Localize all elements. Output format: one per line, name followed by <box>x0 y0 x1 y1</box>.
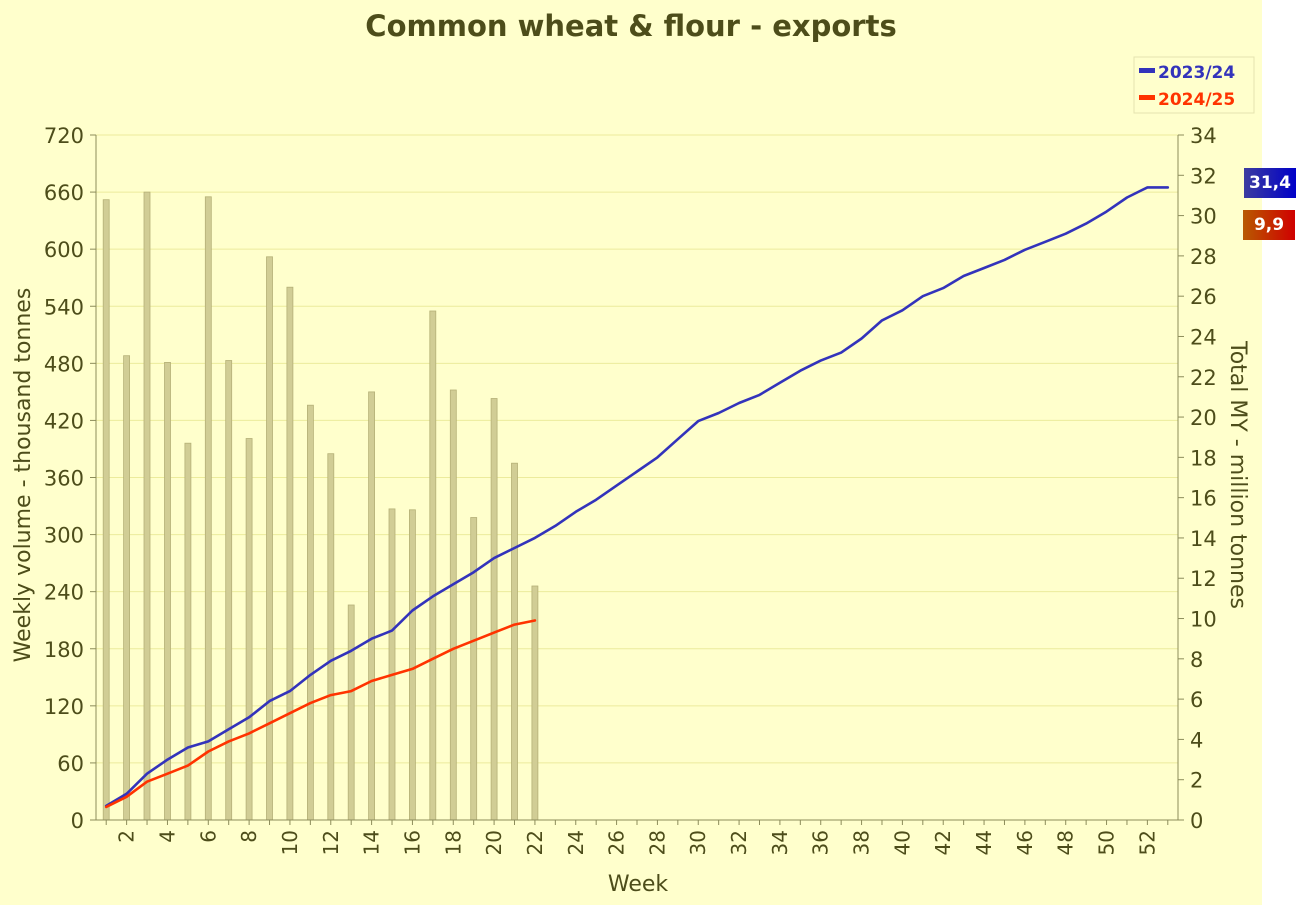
left-tick-label: 0 <box>71 809 84 833</box>
end-value-badge-2023-24: 31,4 <box>1244 168 1296 198</box>
right-tick-label: 10 <box>1190 608 1217 632</box>
bar-week-19 <box>470 517 478 821</box>
right-tick-label: 18 <box>1190 446 1217 470</box>
x-tick-label: 38 <box>850 830 874 855</box>
right-tick-label: 12 <box>1190 567 1217 591</box>
cumulative-lines <box>104 186 1170 809</box>
x-tick-label: 16 <box>400 830 424 855</box>
bar-week-3 <box>143 191 151 821</box>
x-tick-label: 26 <box>605 830 629 855</box>
left-axis-title: Weekly volume - thousand tonnes <box>11 288 36 663</box>
x-tick-label: 42 <box>931 830 955 855</box>
legend-swatch-2023-24 <box>1139 68 1155 73</box>
tick-labels: 0601201802403003604204805406006607200246… <box>44 124 1217 855</box>
x-tick-label: 50 <box>1095 830 1119 855</box>
x-axis-title: Week <box>608 872 669 897</box>
right-tick-label: 28 <box>1190 245 1217 269</box>
left-tick-label: 300 <box>44 524 84 548</box>
right-tick-label: 34 <box>1190 124 1217 148</box>
legend-box <box>1133 56 1255 114</box>
x-tick-label: 52 <box>1135 830 1159 855</box>
left-tick-label: 600 <box>44 238 84 262</box>
right-axis-title: Total MY - million tonnes <box>1225 340 1250 609</box>
left-tick-label: 180 <box>44 638 84 662</box>
right-tick-label: 30 <box>1190 205 1217 229</box>
right-tick-label: 4 <box>1190 728 1203 752</box>
bar-week-15 <box>388 508 396 821</box>
end-value-badge-2024-25: 9,9 <box>1243 210 1295 240</box>
x-tick-label: 34 <box>768 830 792 855</box>
right-tick-label: 8 <box>1190 648 1203 672</box>
bar-week-2 <box>123 355 130 821</box>
bar-week-6 <box>204 196 212 821</box>
axes <box>90 134 1184 825</box>
bar-week-14 <box>368 391 376 821</box>
bar-week-21 <box>511 462 518 821</box>
x-tick-label: 22 <box>523 830 547 855</box>
x-tick-label: 46 <box>1013 830 1037 855</box>
x-tick-label: 36 <box>809 830 833 855</box>
right-tick-label: 16 <box>1190 487 1217 511</box>
bar-week-4 <box>164 361 171 821</box>
x-tick-label: 48 <box>1054 830 1078 855</box>
x-tick-label: 30 <box>686 830 710 855</box>
left-tick-label: 540 <box>44 295 84 319</box>
x-tick-label: 44 <box>972 830 996 855</box>
series-line-2024-25 <box>104 619 537 809</box>
chart-title: Common wheat & flour - exports <box>365 9 896 43</box>
x-tick-label: 8 <box>237 830 261 843</box>
legend-swatch-2024-25 <box>1139 95 1155 100</box>
bar-week-9 <box>266 256 273 821</box>
x-tick-label: 2 <box>115 830 139 843</box>
left-tick-label: 360 <box>44 467 84 491</box>
bar-week-11 <box>306 404 314 821</box>
bar-week-18 <box>449 389 457 821</box>
bar-week-17 <box>429 310 437 821</box>
left-tick-label: 420 <box>44 409 84 433</box>
legend-label-2023-24: 2023/24 <box>1158 63 1235 83</box>
bar-week-10 <box>286 286 294 821</box>
left-tick-label: 480 <box>44 352 84 376</box>
gridlines <box>96 134 1178 820</box>
bar-week-8 <box>245 438 253 821</box>
x-tick-label: 18 <box>441 830 465 855</box>
bar-week-20 <box>490 398 498 821</box>
x-tick-label: 24 <box>564 830 588 855</box>
series-line-2023-24 <box>104 186 1170 808</box>
x-tick-label: 28 <box>645 830 669 855</box>
x-tick-label: 10 <box>278 830 302 855</box>
x-tick-label: 40 <box>890 830 914 855</box>
right-tick-label: 14 <box>1190 527 1217 551</box>
left-tick-label: 660 <box>44 181 84 205</box>
x-tick-label: 6 <box>196 830 220 843</box>
left-tick-label: 240 <box>44 581 84 605</box>
bar-week-7 <box>225 360 233 821</box>
x-tick-label: 14 <box>360 830 384 855</box>
x-tick-label: 20 <box>482 830 506 855</box>
x-tick-label: 4 <box>156 830 180 843</box>
legend: 2023/24 2024/25 <box>1133 56 1255 114</box>
left-tick-label: 120 <box>44 695 84 719</box>
bar-week-13 <box>347 604 355 821</box>
legend-label-2024-25: 2024/25 <box>1158 90 1235 110</box>
left-tick-label: 60 <box>57 752 84 776</box>
right-tick-label: 20 <box>1190 406 1217 430</box>
x-tick-label: 12 <box>319 830 343 855</box>
left-tick-label: 720 <box>44 124 84 148</box>
right-tick-label: 2 <box>1190 769 1203 793</box>
x-tick-label: 32 <box>727 830 751 855</box>
right-tick-label: 24 <box>1190 325 1217 349</box>
right-tick-label: 26 <box>1190 285 1217 309</box>
bar-week-16 <box>408 509 416 821</box>
right-tick-label: 6 <box>1190 688 1203 712</box>
right-tick-label: 22 <box>1190 366 1217 390</box>
bar-week-1 <box>102 199 110 821</box>
bar-week-12 <box>327 453 335 821</box>
right-tick-label: 0 <box>1190 809 1203 833</box>
right-tick-label: 32 <box>1190 164 1217 188</box>
